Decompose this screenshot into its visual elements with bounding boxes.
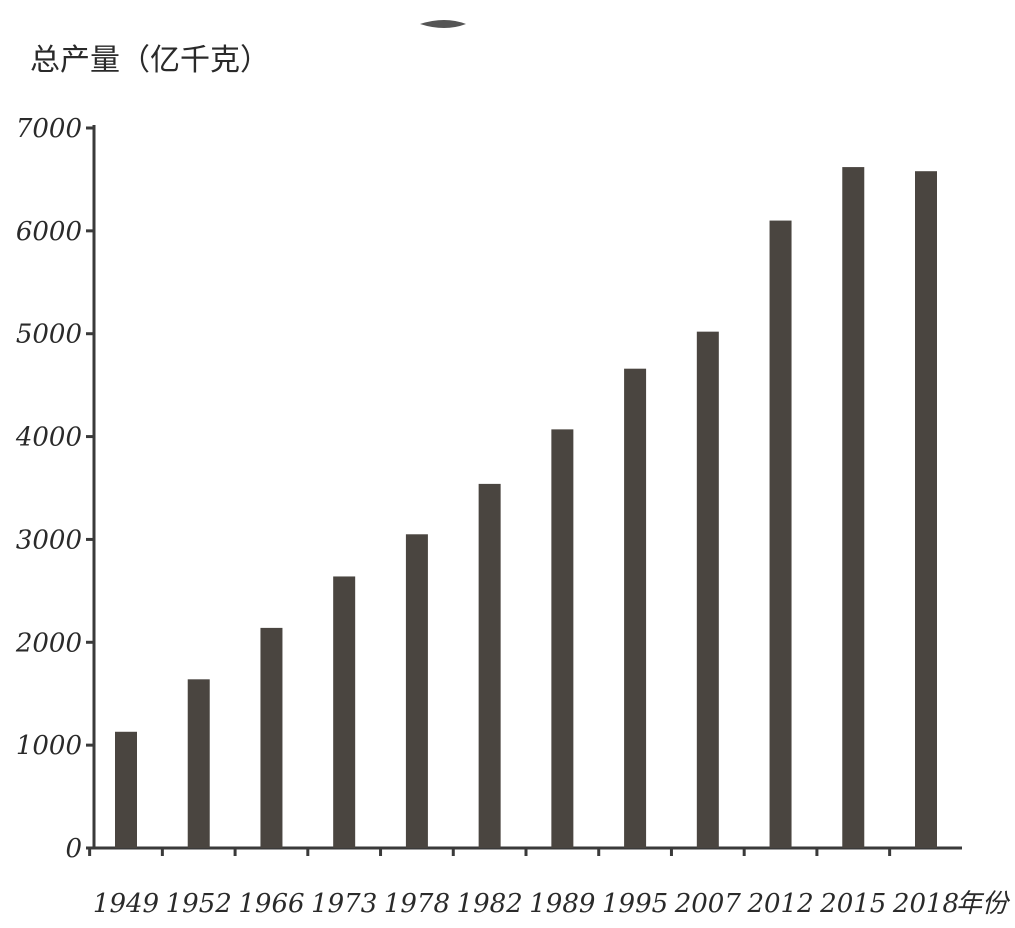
bar-2018 (915, 171, 937, 848)
bar-1973 (333, 576, 356, 848)
bar-1952 (187, 679, 210, 848)
x-tick-label: 2007 (674, 889, 742, 919)
x-tick-label: 1978 (384, 889, 450, 919)
bar-1982 (478, 483, 501, 848)
x-tick-label: 1989 (529, 889, 595, 919)
bar-1966 (260, 627, 283, 848)
x-tick-label: 1952 (166, 889, 232, 919)
y-tick-label: 3000 (16, 525, 82, 555)
bars-group (115, 167, 937, 849)
x-tick-label: 2018 (892, 889, 959, 919)
x-tick-label: 1982 (457, 889, 523, 919)
x-tick-label: 1973 (311, 889, 377, 919)
y-tick-label: 4000 (15, 423, 82, 453)
x-tick-label: 2015 (819, 889, 886, 919)
y-tick-label: 1000 (16, 731, 82, 761)
x-tick-label: 2012 (746, 889, 813, 919)
bar-2007 (696, 331, 719, 849)
bar-1995 (624, 368, 647, 848)
y-tick-label: 7000 (16, 114, 82, 144)
x-axis-title: 年份 (956, 889, 1011, 919)
y-axis-ticks: 0 1000 2000 3000 4000 5000 6000 7000 (15, 114, 94, 864)
y-tick-label: 5000 (16, 320, 82, 350)
x-tick-label: 1949 (93, 889, 159, 919)
y-tick-label: 0 (65, 834, 82, 864)
bar-1978 (405, 534, 428, 848)
bar-1989 (551, 429, 574, 848)
y-axis-title: 总产量（亿千克） (30, 43, 270, 78)
bar-2012 (769, 220, 792, 849)
y-tick-label: 2000 (15, 628, 82, 658)
bar-1949 (115, 731, 137, 848)
x-tick-label: 1995 (602, 889, 668, 919)
bar-2015 (842, 167, 865, 849)
x-tick-label: 1966 (238, 889, 304, 919)
top-smudge (420, 20, 466, 28)
y-tick-label: 6000 (16, 217, 82, 247)
x-axis-tick-labels: 1949 1952 1966 1973 1978 1982 1989 1995 2007 2012… (88, 848, 959, 919)
